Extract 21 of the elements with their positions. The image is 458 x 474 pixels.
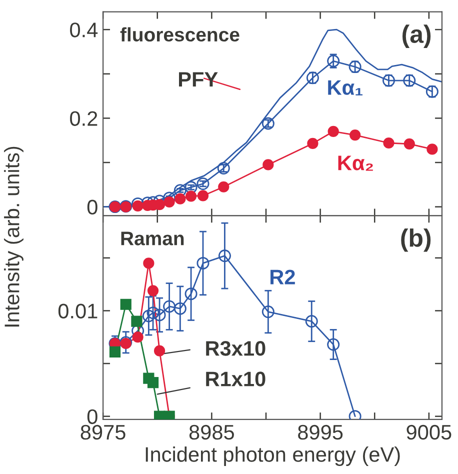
y-tick-label: 0.01 xyxy=(58,304,98,318)
x-axis-title: Incident photon energy (eV) xyxy=(146,446,400,466)
x-tick-label: 8975 xyxy=(80,424,126,440)
series-label: R2 xyxy=(270,270,295,284)
series-label: Kα₁ xyxy=(328,80,362,96)
y-tick-label: 0 xyxy=(87,200,98,215)
series-label: R1x10 xyxy=(206,372,266,386)
y-tick-label: 0.4 xyxy=(70,22,98,38)
series-label: Kα₂ xyxy=(338,156,373,171)
annotation: (a) xyxy=(402,24,431,48)
x-tick-label: 8995 xyxy=(298,424,343,440)
x-tick-label: 8985 xyxy=(189,424,234,440)
y-axis-title: Intensity (arb. units) xyxy=(4,146,24,327)
y-tick-label: 0 xyxy=(87,409,98,424)
text: PFY xyxy=(179,72,218,87)
x-tick-label: 9005 xyxy=(406,424,452,440)
text: R3x10 xyxy=(206,341,266,356)
annotation: fluorescence xyxy=(120,27,240,42)
annotation: (b) xyxy=(401,228,431,252)
y-tick-label: 0.2 xyxy=(70,111,98,126)
annotation: Raman xyxy=(121,232,184,246)
